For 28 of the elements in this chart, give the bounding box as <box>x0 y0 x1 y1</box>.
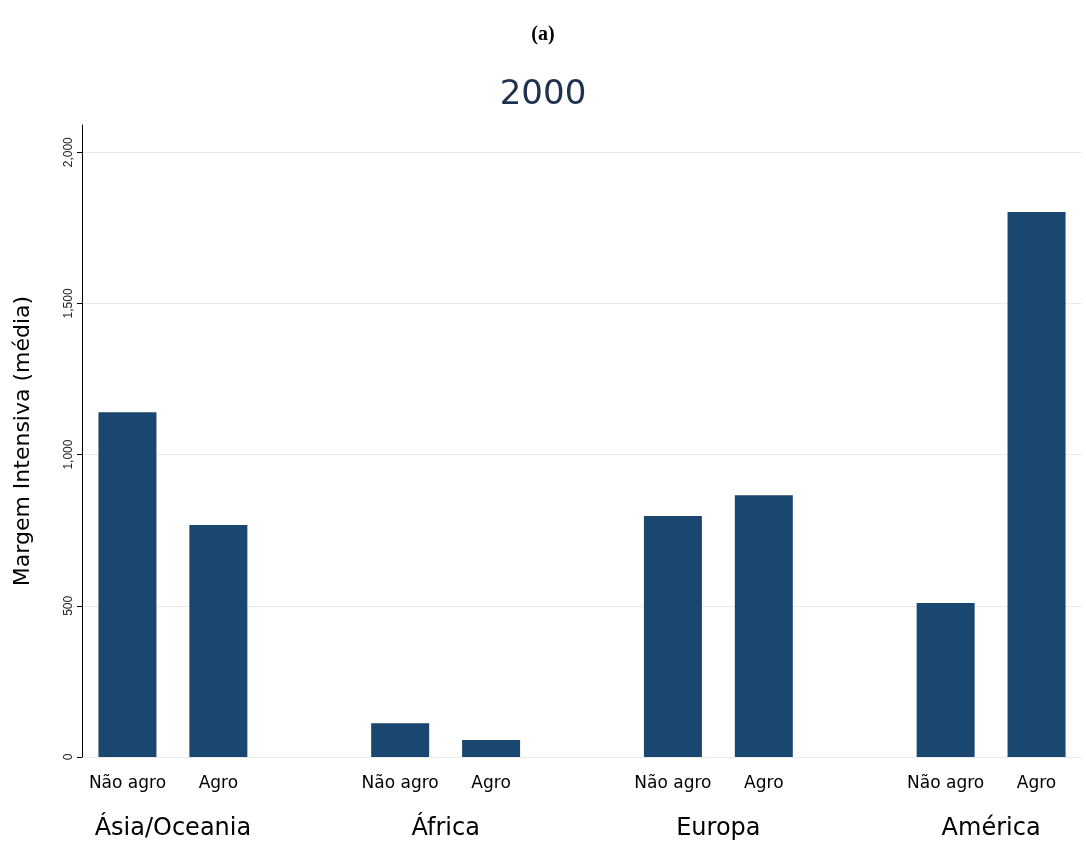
y-tick-label: 2,000 <box>61 136 75 168</box>
bar <box>1007 212 1066 757</box>
text: África <box>411 812 480 841</box>
x-tick-label: Agro <box>471 771 511 792</box>
x-tick-label: Agro <box>744 771 784 792</box>
x-tick-label: Agro <box>1016 771 1057 792</box>
y-tick-label: 500 <box>61 595 75 616</box>
chart-subtitle: (a) <box>531 22 555 45</box>
text: Ásia/Oceania <box>94 812 252 841</box>
bar <box>643 515 702 757</box>
y-axis-title: Margem Intensiva (média) <box>8 295 34 587</box>
x-tick-label: Não agro <box>634 771 712 792</box>
bar <box>734 495 793 757</box>
bar <box>371 723 430 757</box>
x-tick-label: Agro <box>198 771 239 792</box>
y-tick-label: 1,000 <box>61 439 75 470</box>
bar <box>462 740 521 757</box>
chart-title: 2000 <box>499 72 587 112</box>
bar <box>189 525 248 757</box>
bar <box>916 603 975 757</box>
text: América <box>941 813 1041 841</box>
y-tick-label: 0 <box>61 753 75 761</box>
bar <box>98 412 157 757</box>
text: Europa <box>676 813 761 841</box>
x-tick-label: Não agro <box>361 771 439 792</box>
x-tick-label: Não agro <box>88 771 167 792</box>
y-tick-label: 1,500 <box>61 288 75 319</box>
x-tick-label: Não agro <box>907 771 985 792</box>
